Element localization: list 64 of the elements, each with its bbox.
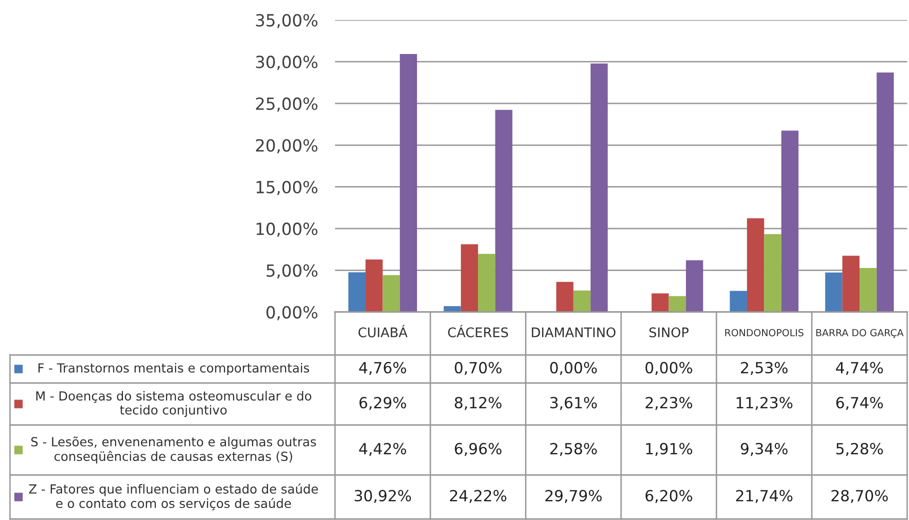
data-label: 4,76% [359, 362, 406, 375]
bar [444, 306, 461, 312]
x-tick-label: RONDONOPOLIS [725, 328, 804, 336]
data-label: 4,74% [836, 362, 883, 375]
bar [573, 290, 591, 312]
data-label: 0,00% [646, 362, 692, 375]
legend-label: M - Doenças do sistema osteomuscular e do tecido conjuntivo [36, 390, 312, 418]
bar [478, 254, 496, 312]
y-tick-label: 30,00% [256, 56, 318, 70]
bar [460, 244, 478, 312]
data-label: 30,92% [354, 490, 411, 503]
y-tick-label: 0,00% [266, 306, 318, 320]
legend-label: Z - Fatores que influenciam o estado de saúde e o contato com os serviços de saúde [29, 484, 318, 510]
data-label: 6,96% [454, 442, 502, 456]
bar [842, 256, 860, 312]
data-label: 5,28% [836, 442, 883, 456]
bar [400, 54, 418, 312]
data-label: 0,00% [550, 362, 597, 375]
bar [860, 268, 877, 312]
x-tick-label: SINOP [649, 327, 689, 338]
bar [730, 290, 747, 312]
data-label: 4,42% [359, 442, 406, 456]
bar [825, 272, 842, 312]
data-label: 6,20% [646, 490, 692, 503]
y-tick-label: 20,00% [256, 139, 318, 154]
bar [366, 260, 383, 312]
data-label: 9,34% [740, 442, 788, 456]
data-label: 6,29% [359, 396, 406, 410]
bar [382, 275, 400, 312]
bar [781, 130, 798, 312]
bar [495, 110, 512, 312]
y-tick-label: 5,00% [266, 264, 318, 279]
legend-label: S - Lesões, envenenamento e algumas outras conseqüências de causas externas (S) [31, 436, 316, 464]
bar [556, 282, 574, 312]
bar [876, 72, 894, 312]
y-tick-label: 15,00% [256, 180, 318, 196]
x-tick-label: DIAMANTINO [532, 327, 616, 338]
y-tick-label: 25,00% [256, 97, 318, 112]
data-label: 21,74% [736, 490, 792, 503]
bar [746, 218, 764, 312]
data-label: 29,79% [545, 490, 602, 503]
data-label: 1,91% [646, 442, 692, 456]
bar [686, 260, 704, 312]
bar [652, 293, 669, 312]
y-tick-label: 35,00% [256, 14, 318, 28]
data-label: 3,61% [550, 396, 597, 410]
x-tick-label: CUIABÁ [358, 324, 408, 338]
bar [668, 296, 686, 312]
bar [590, 63, 608, 312]
x-tick-label: CÁCERES [448, 324, 508, 338]
data-label: 8,12% [454, 396, 502, 410]
data-label: 24,22% [450, 490, 506, 503]
x-tick-label: BARRA DO GARÇA [816, 328, 904, 338]
data-label: 2,58% [550, 442, 597, 456]
data-label: 0,70% [454, 362, 502, 375]
data-label: 28,70% [831, 490, 888, 503]
data-label: 6,74% [836, 396, 883, 410]
bar [764, 234, 782, 312]
data-label: 11,23% [736, 396, 792, 410]
bar [348, 272, 366, 312]
data-label: 2,23% [646, 396, 692, 410]
legend-label: F - Transtornos mentais e comportamentais [38, 362, 310, 376]
data-label: 2,53% [740, 362, 788, 375]
y-tick-label: 10,00% [256, 222, 318, 237]
